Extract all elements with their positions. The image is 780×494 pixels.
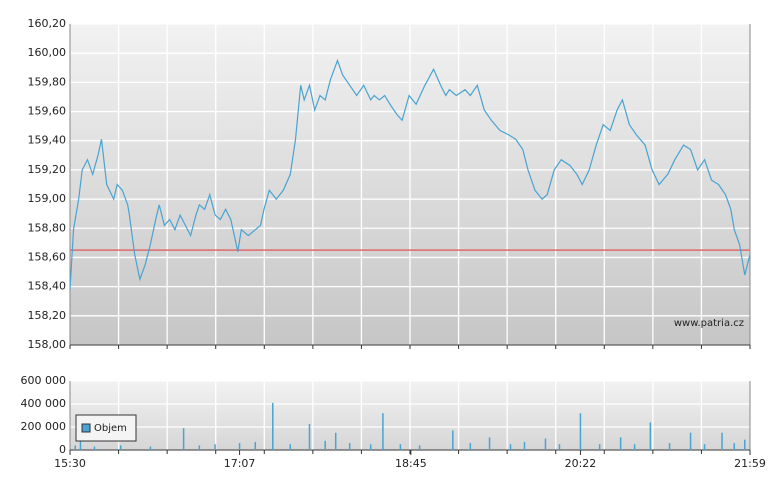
volume-bar (399, 444, 402, 450)
price-line (69, 58, 751, 290)
volume-bar (523, 441, 526, 450)
volume-bar (214, 444, 216, 450)
y-tick-label: 600 000 (21, 374, 67, 387)
volume-bar (348, 443, 351, 450)
volume-bar (93, 446, 96, 450)
y-tick-label: 158,20 (28, 309, 67, 322)
volume-bar (198, 445, 201, 450)
volume-bar (598, 444, 601, 450)
volume-bar (74, 445, 76, 450)
volume-bar (733, 443, 736, 450)
volume-bar (272, 402, 274, 450)
volume-bar (721, 432, 723, 450)
y-tick-label: 159,80 (28, 75, 67, 88)
volume-bar (382, 413, 384, 450)
volume-bar (324, 440, 326, 450)
volume-bar (488, 437, 491, 450)
y-tick-label: 159,00 (28, 192, 67, 205)
y-tick-label: 159,20 (28, 163, 67, 176)
y-tick-label: 158,00 (28, 338, 67, 351)
volume-bar (703, 444, 706, 450)
volume-bar (744, 439, 746, 450)
volume-bar (619, 437, 622, 450)
volume-bar (149, 446, 152, 450)
volume-bar (633, 444, 636, 450)
y-tick-label: 158,60 (28, 250, 67, 263)
y-tick-label: 160,20 (28, 17, 67, 30)
volume-bar (254, 441, 257, 450)
volume-bar (469, 443, 472, 450)
volume-bar (579, 413, 582, 450)
volume-bar (689, 432, 692, 450)
volume-bar (182, 428, 185, 450)
y-tick-label: 159,60 (28, 105, 67, 118)
volume-bar (79, 435, 82, 450)
watermark: www.patria.cz (674, 318, 744, 329)
y-tick-label: 158,80 (28, 221, 67, 234)
y-tick-label: 160,00 (28, 46, 67, 59)
x-tick-label: 17:07 (224, 457, 256, 470)
legend-swatch (81, 423, 91, 433)
legend-label: Objem (94, 423, 127, 434)
x-tick-label: 21:59 (734, 457, 766, 470)
x-tick-label: 15:30 (54, 457, 86, 470)
y-tick-label: 159,40 (28, 134, 67, 147)
volume-bar (238, 443, 241, 450)
y-tick-label: 400 000 (21, 397, 67, 410)
volume-bar (418, 445, 421, 450)
volume-bar (119, 445, 122, 450)
volume-bar (668, 443, 671, 450)
volume-bar (289, 444, 292, 450)
volume-bar (452, 430, 454, 450)
volume-bar (334, 432, 337, 450)
volume-bar (544, 438, 547, 450)
volume-bar (369, 444, 372, 450)
y-tick-label: 200 000 (21, 420, 67, 433)
y-tick-label: 158,40 (28, 280, 67, 293)
volume-bar (558, 444, 561, 450)
x-tick-label: 18:45 (395, 457, 427, 470)
volume-bar (649, 422, 652, 450)
y-tick-label: 0 (59, 443, 66, 456)
volume-bar (509, 444, 512, 450)
volume-bar (308, 424, 311, 450)
x-tick-label: 20:22 (565, 457, 597, 470)
